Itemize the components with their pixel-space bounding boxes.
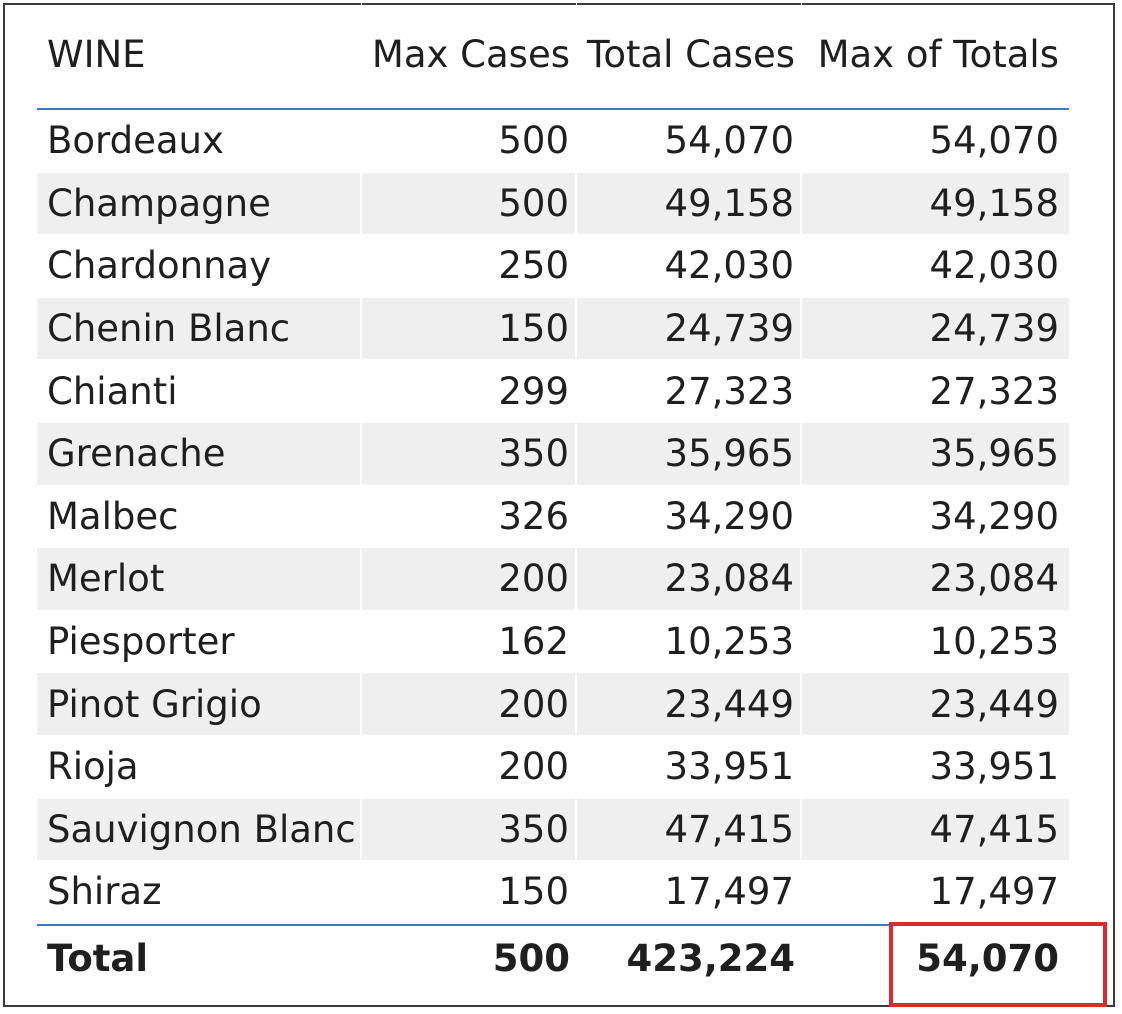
cell-total-cases: 35,965 — [577, 422, 802, 485]
table-header-row: WINE Max Cases Total Cases Max of Totals — [37, 0, 1069, 110]
cell-max-cases: 350 — [362, 422, 577, 485]
cell-max-cases: 299 — [362, 360, 577, 422]
cell-max-of-totals: 17,497 — [929, 870, 1059, 914]
cell-max-of-totals: 35,965 — [929, 432, 1059, 476]
table-row[interactable]: Malbec 326 34,290 34,290 — [37, 485, 1069, 549]
cell-max-cases: 200 — [362, 673, 577, 735]
cell-max-cases: 326 — [362, 485, 577, 548]
cell-wine: Champagne — [37, 172, 362, 235]
cell-wine: Grenache — [37, 422, 362, 485]
cell-total-cases: 10,253 — [577, 610, 802, 673]
cell-total-cases: 47,415 — [577, 798, 802, 861]
cell-max-of-totals: 27,323 — [929, 369, 1059, 413]
cell-total-cases: 27,323 — [577, 360, 802, 422]
total-label: Total — [37, 925, 362, 992]
column-header-max-cases[interactable]: Max Cases — [362, 0, 577, 108]
table-row[interactable]: Sauvignon Blanc 350 47,415 47,415 — [37, 798, 1069, 862]
cell-wine: Chianti — [37, 360, 362, 422]
cell-max-cases: 350 — [362, 798, 577, 861]
total-total-cases: 423,224 — [577, 925, 802, 992]
cell-max-cases: 200 — [362, 548, 577, 610]
wine-table: WINE Max Cases Total Cases Max of Totals… — [37, 0, 1069, 992]
cell-total-cases: 23,449 — [577, 673, 802, 735]
table-row[interactable]: Shiraz 150 17,497 17,497 — [37, 861, 1069, 924]
table-row[interactable]: Grenache 350 35,965 35,965 — [37, 422, 1069, 486]
cell-total-cases: 23,084 — [577, 548, 802, 610]
table-body: Bordeaux 500 54,070 54,070 Champagne 500 49,15… — [37, 110, 1069, 924]
cell-wine: Bordeaux — [37, 110, 362, 172]
cell-total-cases: 54,070 — [577, 110, 802, 172]
cell-max-of-totals: 54,070 — [929, 119, 1059, 163]
cell-total-cases: 33,951 — [577, 735, 802, 798]
cell-wine: Pinot Grigio — [37, 673, 362, 735]
cell-total-cases: 49,158 — [577, 172, 802, 235]
cell-max-of-totals: 34,290 — [929, 494, 1059, 538]
cell-max-cases: 150 — [362, 297, 577, 360]
cell-max-of-totals: 49,158 — [929, 181, 1059, 225]
cell-max-of-totals: 42,030 — [929, 244, 1059, 288]
cell-max-of-totals: 23,084 — [929, 557, 1059, 601]
cell-wine: Chardonnay — [37, 235, 362, 297]
table-row[interactable]: Merlot 200 23,084 23,084 — [37, 548, 1069, 611]
table-row[interactable]: Chianti 299 27,323 27,323 — [37, 360, 1069, 423]
cell-wine: Merlot — [37, 548, 362, 610]
table-row[interactable]: Bordeaux 500 54,070 54,070 — [37, 110, 1069, 173]
total-max-cases: 500 — [362, 925, 577, 992]
cell-total-cases: 17,497 — [577, 861, 802, 923]
cell-wine: Sauvignon Blanc — [37, 798, 362, 861]
table-row[interactable]: Piesporter 162 10,253 10,253 — [37, 610, 1069, 674]
cell-max-of-totals: 47,415 — [929, 807, 1059, 851]
cell-max-cases: 250 — [362, 235, 577, 297]
cell-wine: Malbec — [37, 485, 362, 548]
table-visual-frame — [3, 3, 1115, 1007]
column-header-total-cases[interactable]: Total Cases — [577, 0, 802, 108]
cell-wine: Chenin Blanc — [37, 297, 362, 360]
cell-max-cases: 150 — [362, 861, 577, 923]
table-row[interactable]: Pinot Grigio 200 23,449 23,449 — [37, 673, 1069, 736]
table-row[interactable]: Champagne 500 49,158 49,158 — [37, 172, 1069, 236]
cell-wine: Rioja — [37, 735, 362, 798]
cell-total-cases: 24,739 — [577, 297, 802, 360]
cell-total-cases: 42,030 — [577, 235, 802, 297]
highlight-box — [889, 922, 1107, 1007]
cell-max-cases: 162 — [362, 610, 577, 673]
cell-total-cases: 34,290 — [577, 485, 802, 548]
cell-max-of-totals: 33,951 — [929, 745, 1059, 789]
cell-wine: Shiraz — [37, 861, 362, 923]
total-max-of-totals: 54,070 — [916, 937, 1059, 981]
column-header-max-of-totals[interactable]: Max of Totals — [817, 32, 1059, 76]
cell-max-cases: 500 — [362, 172, 577, 235]
cell-wine: Piesporter — [37, 610, 362, 673]
cell-max-of-totals: 24,739 — [929, 307, 1059, 351]
table-total-row: Total 500 423,224 54,070 — [37, 923, 1069, 992]
table-row[interactable]: Chenin Blanc 150 24,739 24,739 — [37, 297, 1069, 361]
cell-max-of-totals: 23,449 — [929, 682, 1059, 726]
column-header-wine[interactable]: WINE — [37, 0, 362, 108]
cell-max-cases: 500 — [362, 110, 577, 172]
cell-max-of-totals: 10,253 — [929, 620, 1059, 664]
table-row[interactable]: Chardonnay 250 42,030 42,030 — [37, 235, 1069, 298]
table-row[interactable]: Rioja 200 33,951 33,951 — [37, 735, 1069, 799]
cell-max-cases: 200 — [362, 735, 577, 798]
